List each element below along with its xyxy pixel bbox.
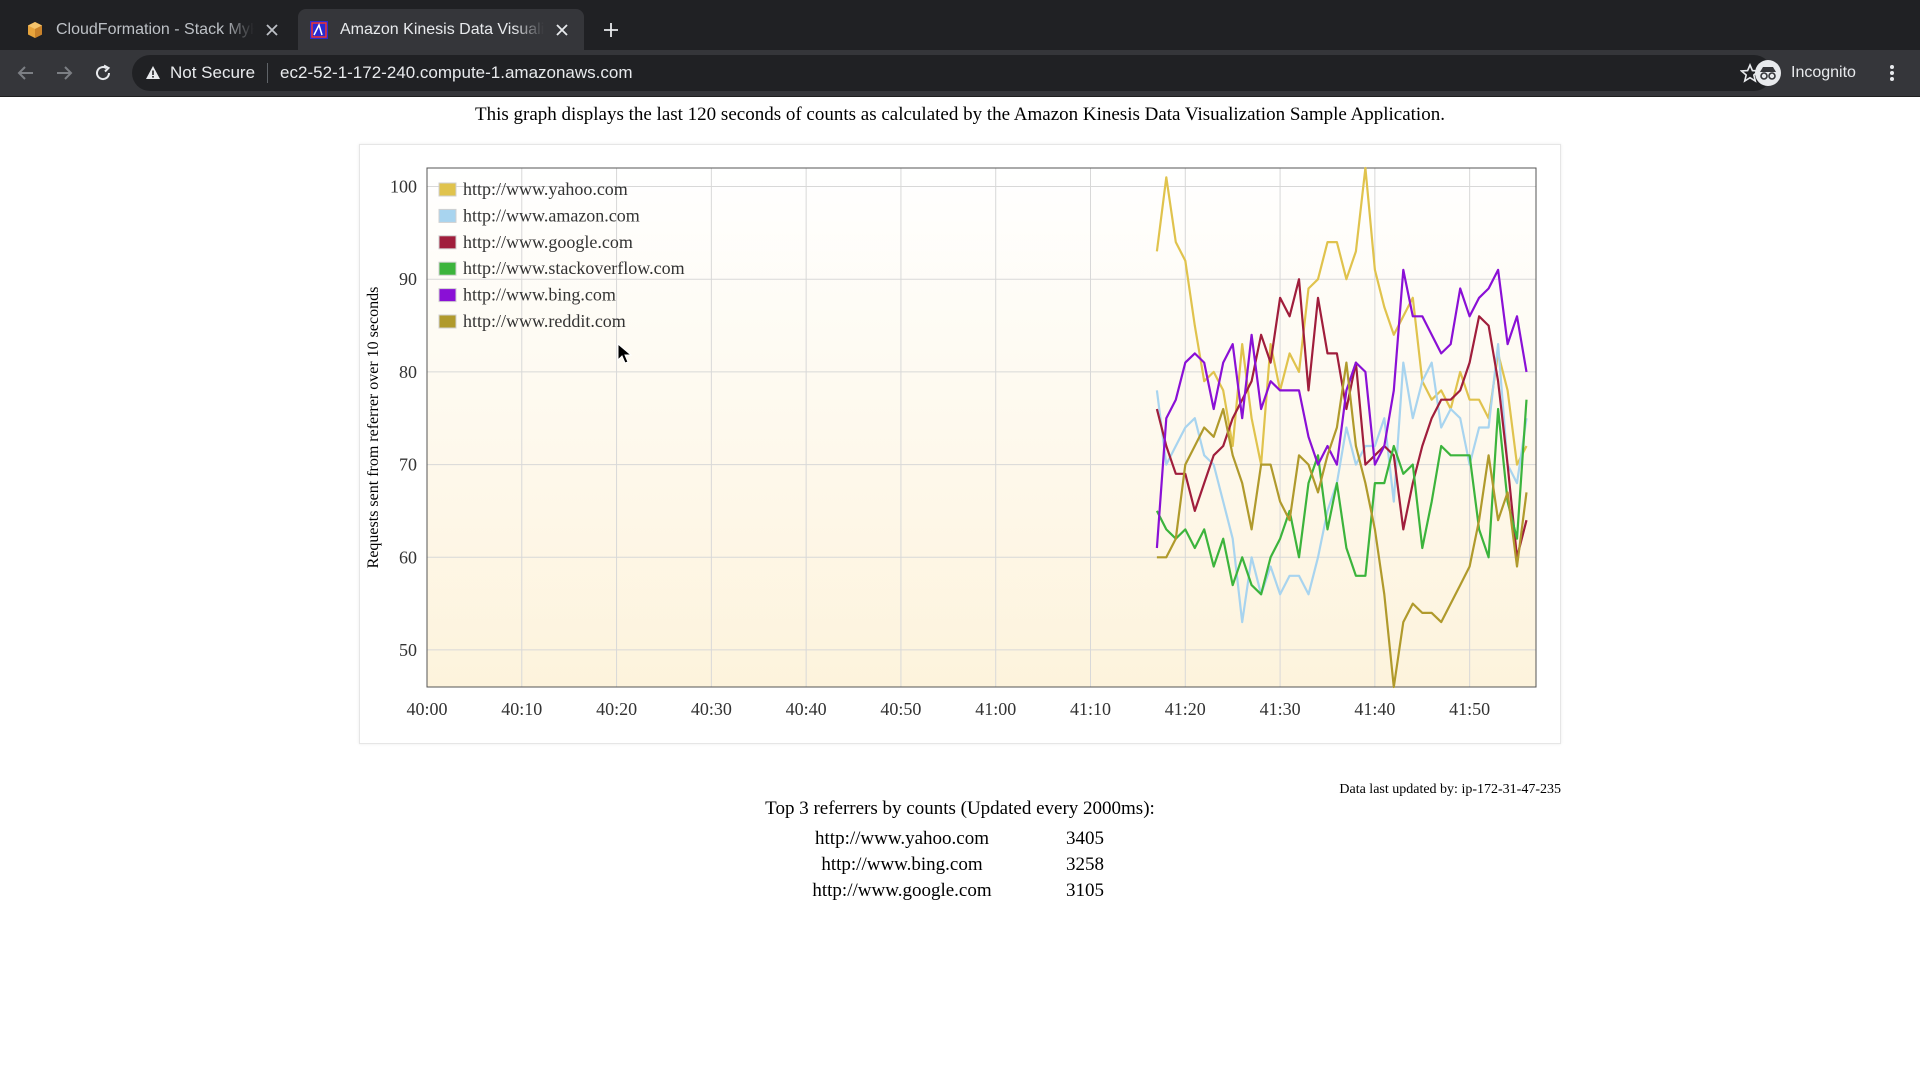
x-tick-label: 41:40 (1354, 699, 1395, 719)
y-tick-label: 90 (399, 269, 417, 289)
tab-strip: CloudFormation - Stack MyKinesisApp Amaz… (0, 0, 1920, 50)
x-tick-label: 40:40 (786, 699, 827, 719)
address-bar[interactable]: Not Secure ec2-52-1-172-240.compute-1.am… (132, 55, 1772, 91)
legend-swatch (438, 208, 457, 223)
tab-kinesis[interactable]: Amazon Kinesis Data Visualization (298, 9, 584, 50)
legend-entry: http://www.amazon.com (463, 205, 640, 225)
legend-entry: http://www.reddit.com (463, 311, 626, 331)
incognito-icon (1755, 60, 1781, 86)
new-tab-icon[interactable] (598, 17, 624, 43)
last-updated-label: Data last updated by: ip-172-31-47-235 (1339, 782, 1561, 797)
x-tick-label: 41:10 (1070, 699, 1111, 719)
tab-title: Amazon Kinesis Data Visualization (340, 20, 544, 38)
table-row: http://www.yahoo.com 3405 (796, 826, 1124, 852)
address-divider (267, 63, 269, 83)
referrer-cell: http://www.yahoo.com (815, 828, 989, 849)
x-tick-label: 40:00 (406, 699, 447, 719)
count-cell: 3405 (1066, 828, 1104, 849)
plot-background (427, 168, 1536, 687)
series-line (1155, 343, 1528, 624)
count-cell: 3258 (1066, 854, 1104, 875)
referrer-cell: http://www.google.com (812, 880, 992, 901)
legend-swatch (438, 182, 457, 197)
x-tick-label: 40:50 (880, 699, 921, 719)
series-line (1155, 399, 1528, 596)
tab-cloudformation[interactable]: CloudFormation - Stack MyKinesisApp (14, 9, 294, 50)
legend-swatch (438, 314, 457, 329)
x-tick-label: 41:30 (1260, 699, 1301, 719)
x-tick-label: 40:20 (596, 699, 637, 719)
legend-entry: http://www.google.com (463, 232, 633, 252)
kinesis-app-icon (310, 20, 328, 39)
legend-swatch (438, 235, 457, 250)
table-row: http://www.google.com 3105 (796, 878, 1124, 904)
y-tick-label: 60 (399, 547, 417, 567)
series-line (1156, 361, 1528, 689)
legend-swatch (438, 288, 457, 303)
legend-entry: http://www.bing.com (463, 285, 616, 305)
y-tick-label: 80 (399, 362, 417, 382)
incognito-label: Incognito (1791, 64, 1856, 81)
x-tick-label: 40:10 (501, 699, 542, 719)
legend-swatch (438, 261, 457, 276)
x-tick-label: 41:50 (1449, 699, 1490, 719)
top-referrers-heading: Top 3 referrers by counts (Updated every… (765, 798, 1155, 819)
security-label[interactable]: Not Secure (170, 63, 256, 82)
legend-entry: http://www.stackoverflow.com (463, 258, 685, 278)
incognito-profile[interactable]: Incognito (1755, 58, 1856, 88)
browser-toolbar: Not Secure ec2-52-1-172-240.compute-1.am… (0, 50, 1920, 97)
more-menu-icon[interactable] (1882, 63, 1902, 83)
y-tick-label: 70 (399, 455, 417, 475)
chart-container: 40:00 40:10 40:20 40:30 40:40 40:50 41:00 41:10… (359, 144, 1561, 744)
y-tick-label: 50 (399, 640, 417, 660)
graph-caption: This graph displays the last 120 seconds… (475, 104, 1445, 125)
legend-entry: http://www.yahoo.com (463, 179, 628, 199)
tab-title: CloudFormation - Stack MyKinesisApp (56, 20, 254, 38)
url-text[interactable]: ec2-52-1-172-240.compute-1.amazonaws.com (280, 63, 633, 82)
top-referrers-table: http://www.yahoo.com 3405 http://www.bin… (796, 826, 1124, 904)
y-tick-label: 100 (390, 177, 417, 197)
x-tick-label: 40:30 (691, 699, 732, 719)
close-tab-icon[interactable] (552, 20, 572, 40)
y-axis-label: Requests sent from referrer over 10 seco… (365, 287, 382, 569)
forward-arrow-icon[interactable] (50, 59, 78, 87)
series-line (1155, 278, 1528, 559)
count-cell: 3105 (1066, 880, 1104, 901)
referrer-cell: http://www.bing.com (821, 854, 983, 875)
reload-icon[interactable] (89, 59, 117, 87)
x-tick-label: 41:00 (975, 699, 1016, 719)
series-line (1155, 268, 1528, 549)
line-chart: 40:00 40:10 40:20 40:30 40:40 40:50 41:00 41:10… (365, 166, 1537, 719)
mouse-cursor-icon (617, 343, 633, 364)
table-row: http://www.bing.com 3258 (796, 852, 1124, 878)
close-tab-icon[interactable] (262, 20, 282, 40)
aws-cube-icon (28, 21, 42, 38)
plot-border (426, 167, 1537, 688)
warning-triangle-icon[interactable] (144, 64, 162, 82)
back-arrow-icon[interactable] (12, 59, 40, 87)
x-tick-label: 41:20 (1165, 699, 1206, 719)
top-referrers: Top 3 referrers by counts (Updated every… (0, 798, 1920, 904)
